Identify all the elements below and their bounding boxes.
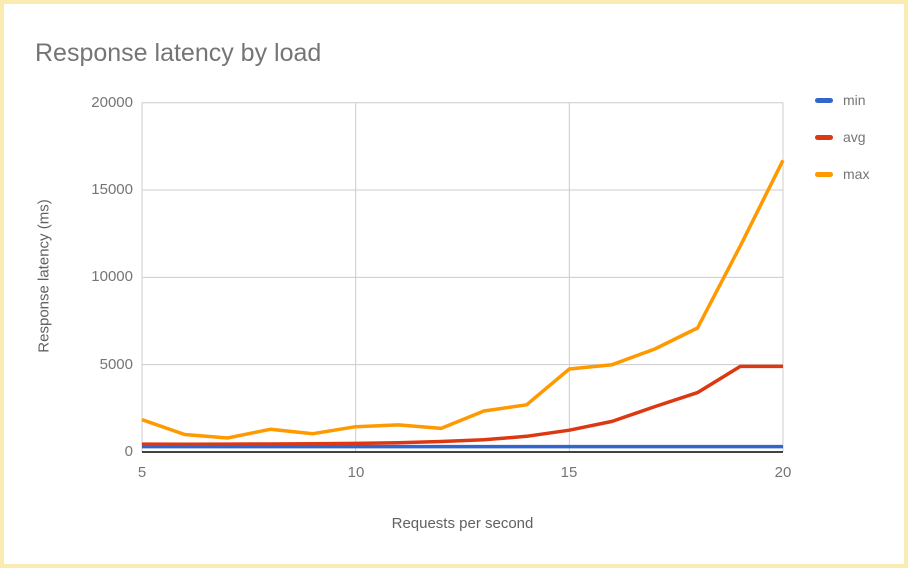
y-axis-title: Response latency (ms) bbox=[35, 199, 53, 353]
x-tick-label: 20 bbox=[774, 464, 792, 481]
legend: min avg max bbox=[815, 92, 869, 182]
legend-label: max bbox=[843, 166, 870, 182]
line-chart-plot bbox=[141, 102, 785, 453]
y-tick-label: 15000 bbox=[91, 181, 133, 198]
y-tick-label: 20000 bbox=[91, 94, 133, 111]
x-tick-label: 10 bbox=[347, 464, 365, 481]
legend-item-max: max bbox=[815, 166, 869, 182]
legend-swatch-min bbox=[815, 97, 833, 103]
legend-item-min: min bbox=[815, 92, 869, 108]
series-line-max bbox=[141, 159, 785, 440]
x-tick-label: 15 bbox=[560, 464, 578, 481]
y-tick-label: 10000 bbox=[91, 268, 133, 285]
y-tick-label: 5000 bbox=[99, 356, 133, 373]
x-axis-title: Requests per second bbox=[391, 515, 534, 532]
x-tick-label: 5 bbox=[137, 464, 147, 481]
y-tick-label: 0 bbox=[124, 443, 133, 460]
series-line-avg bbox=[141, 364, 783, 447]
legend-label: min bbox=[843, 92, 866, 108]
chart-title: Response latency by load bbox=[35, 39, 322, 67]
legend-item-avg: avg bbox=[815, 129, 869, 145]
legend-swatch-avg bbox=[815, 134, 833, 140]
legend-swatch-max bbox=[815, 171, 833, 177]
legend-label: avg bbox=[843, 129, 866, 145]
